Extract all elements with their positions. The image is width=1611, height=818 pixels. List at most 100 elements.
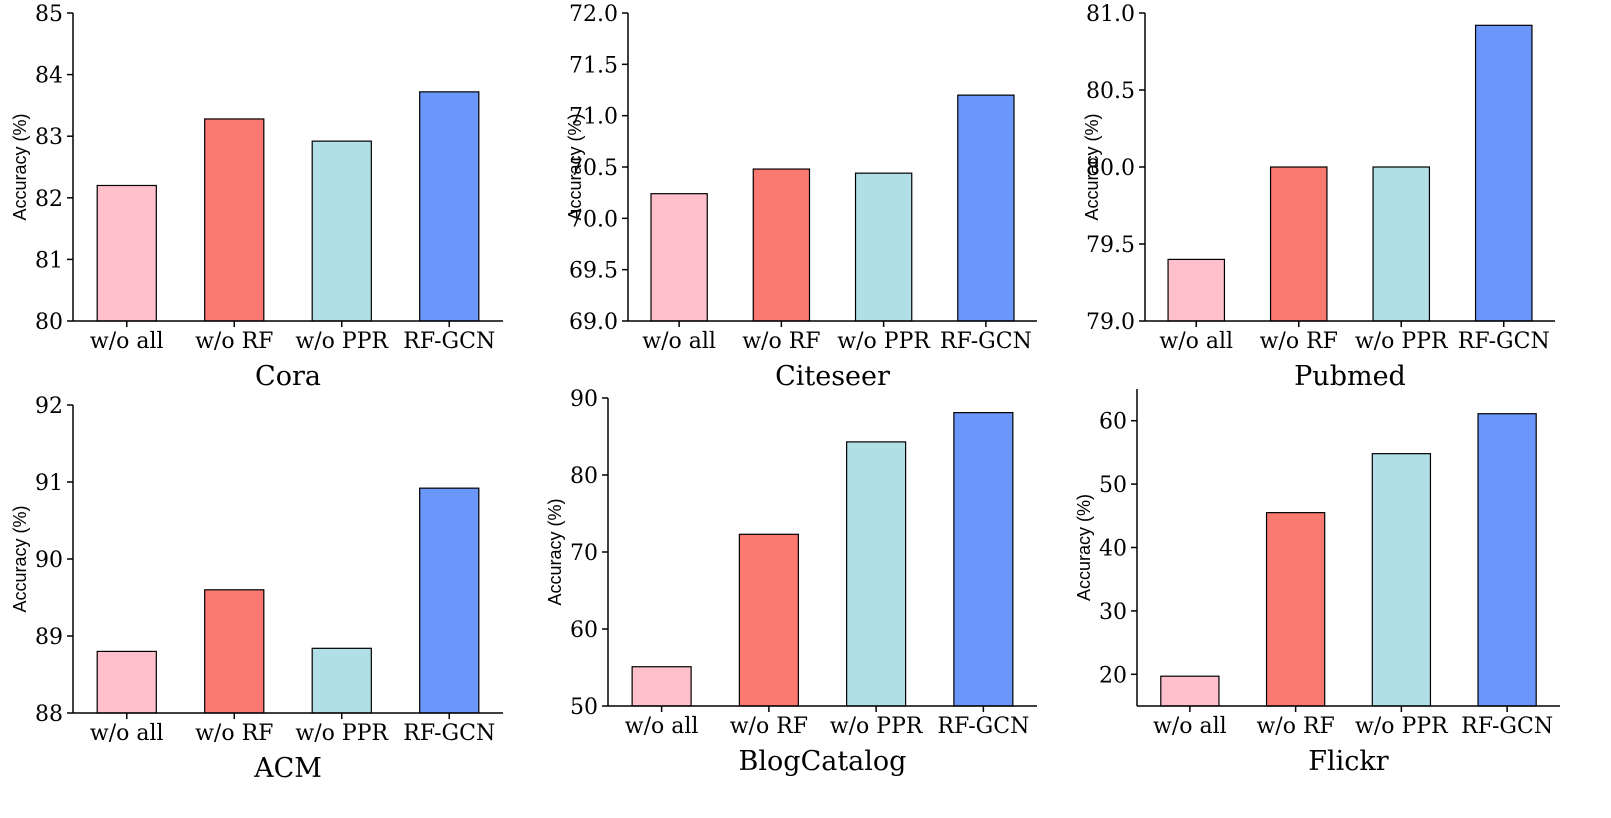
chart-cora: 80 81 82 83 84 85 w/o all w/o RF w/o PPR RF-GCN Ac… (10, 2, 503, 392)
x-tick-label-cora-2: w/o PPR (295, 329, 389, 354)
y-tick-label-flickr-0: 20 (1099, 663, 1127, 688)
chart-blogcatalog: 50 60 70 80 90 w/o all w/o RF w/o PPR RF-GCN Accu… (545, 387, 1037, 777)
x-tick-label-cora-1: w/o RF (195, 329, 273, 354)
y-tick-label-acm-2: 90 (35, 548, 63, 573)
y-tick-label-pubmed-2: 80.0 (1086, 156, 1135, 181)
bar-flickr-0 (1160, 675, 1220, 707)
x-tick-label-acm-0: w/o all (90, 721, 164, 746)
y-tick-label-acm-0: 88 (35, 702, 63, 727)
y-tick-label-citeseer-1: 69.5 (569, 259, 618, 284)
chart-title-acm: ACM (253, 753, 322, 784)
x-tick-label-flickr-0: w/o all (1153, 714, 1227, 739)
bar-cora-3 (419, 91, 480, 322)
y-tick-label-blogcatalog-0: 50 (570, 695, 598, 720)
bar-flickr-2 (1371, 453, 1432, 707)
bar-citeseer-1 (752, 168, 811, 322)
bar-cora-0 (96, 184, 157, 322)
y-axis-label-pubmed: Accuracy (%) (1082, 113, 1102, 220)
y-axis-label-blogcatalog: Accuracy (%) (545, 498, 565, 605)
bar-acm-3 (419, 487, 480, 714)
chart-citeseer: 69.0 69.5 70.0 70.5 71.0 71.5 72.0 w/o all w/o R… (565, 2, 1037, 392)
bar-pubmed-1 (1269, 166, 1328, 322)
bar-blogcatalog-1 (738, 533, 799, 707)
bar-flickr-3 (1477, 413, 1537, 707)
y-tick-label-blogcatalog-1: 60 (570, 618, 598, 643)
x-tick-label-pubmed-1: w/o RF (1260, 329, 1338, 354)
x-tick-label-blogcatalog-1: w/o RF (730, 714, 808, 739)
y-tick-label-cora-0: 80 (35, 310, 63, 335)
chart-title-pubmed: Pubmed (1294, 361, 1406, 392)
y-tick-label-pubmed-0: 79.0 (1086, 310, 1135, 335)
x-tick-label-acm-1: w/o RF (195, 721, 273, 746)
bar-blogcatalog-0 (631, 666, 692, 707)
y-tick-label-blogcatalog-2: 70 (570, 541, 598, 566)
y-tick-label-pubmed-3: 80.5 (1086, 79, 1135, 104)
y-axis-label-cora: Accuracy (%) (10, 113, 30, 220)
bar-cora-1 (204, 118, 265, 322)
chart-flickr: 20 30 40 50 60 w/o all w/o RF w/o PPR RF-GCN Accu… (1074, 389, 1560, 777)
x-tick-label-pubmed-3: RF-GCN (1458, 329, 1550, 354)
y-tick-label-flickr-1: 30 (1099, 600, 1127, 625)
bar-acm-0 (96, 650, 157, 714)
y-tick-label-cora-1: 81 (35, 248, 63, 273)
y-axis-label-flickr: Accuracy (%) (1074, 494, 1094, 601)
y-tick-label-citeseer-5: 71.5 (569, 53, 618, 78)
y-tick-label-acm-4: 92 (35, 394, 63, 419)
y-tick-label-citeseer-4: 71.0 (569, 105, 618, 130)
chart-title-citeseer: Citeseer (775, 361, 890, 392)
chart-title-cora: Cora (255, 361, 321, 392)
y-tick-label-flickr-2: 40 (1099, 537, 1127, 562)
chart-title-blogcatalog: BlogCatalog (739, 746, 907, 777)
chart-title-flickr: Flickr (1308, 746, 1388, 777)
chart-pubmed: 79.0 79.5 80.0 80.5 81.0 w/o all w/o RF w/o PPR… (1082, 2, 1555, 392)
y-tick-label-flickr-4: 60 (1099, 410, 1127, 435)
bar-flickr-1 (1265, 512, 1326, 707)
y-tick-label-citeseer-0: 69.0 (569, 310, 618, 335)
y-tick-label-cora-2: 82 (35, 187, 63, 212)
x-tick-label-citeseer-2: w/o PPR (837, 329, 931, 354)
x-tick-label-citeseer-1: w/o RF (742, 329, 820, 354)
bar-citeseer-2 (854, 172, 913, 322)
x-tick-label-cora-3: RF-GCN (403, 329, 495, 354)
y-tick-label-blogcatalog-4: 90 (570, 387, 598, 412)
bar-cora-2 (311, 140, 372, 322)
bar-blogcatalog-3 (953, 412, 1014, 707)
bar-acm-2 (311, 647, 372, 714)
y-tick-label-citeseer-6: 72.0 (569, 2, 618, 27)
x-tick-label-blogcatalog-3: RF-GCN (937, 714, 1029, 739)
bar-citeseer-0 (650, 193, 708, 322)
x-tick-label-citeseer-0: w/o all (642, 329, 716, 354)
x-tick-label-acm-3: RF-GCN (403, 721, 495, 746)
y-tick-label-pubmed-1: 79.5 (1086, 233, 1135, 258)
x-tick-label-acm-2: w/o PPR (295, 721, 389, 746)
bar-pubmed-2 (1372, 166, 1431, 322)
y-tick-label-acm-1: 89 (35, 625, 63, 650)
y-tick-label-cora-4: 84 (35, 64, 63, 89)
bar-citeseer-3 (957, 94, 1015, 322)
y-tick-label-cora-3: 83 (35, 125, 63, 150)
chart-acm: 88 89 90 91 92 w/o all w/o RF w/o PPR RF-GCN Accu… (10, 394, 503, 784)
y-axis-label-acm: Accuracy (%) (10, 505, 30, 612)
y-tick-label-blogcatalog-3: 80 (570, 464, 598, 489)
x-tick-label-flickr-2: w/o PPR (1355, 714, 1449, 739)
x-tick-label-flickr-3: RF-GCN (1461, 714, 1553, 739)
x-tick-label-citeseer-3: RF-GCN (940, 329, 1032, 354)
bar-pubmed-3 (1474, 24, 1533, 322)
y-tick-label-flickr-3: 50 (1099, 473, 1127, 498)
bar-blogcatalog-2 (846, 441, 907, 707)
y-tick-label-citeseer-2: 70.0 (569, 207, 618, 232)
x-tick-label-flickr-1: w/o RF (1256, 714, 1334, 739)
y-tick-label-acm-3: 91 (35, 471, 63, 496)
y-axis-label-citeseer: Accuracy (%) (565, 113, 585, 220)
y-tick-label-cora-5: 85 (35, 2, 63, 27)
x-tick-label-pubmed-2: w/o PPR (1355, 329, 1449, 354)
x-tick-label-cora-0: w/o all (90, 329, 164, 354)
x-tick-label-pubmed-0: w/o all (1159, 329, 1233, 354)
bar-pubmed-0 (1167, 258, 1226, 322)
y-tick-label-citeseer-3: 70.5 (569, 156, 618, 181)
x-tick-label-blogcatalog-0: w/o all (625, 714, 699, 739)
y-tick-label-pubmed-4: 81.0 (1086, 2, 1135, 27)
bar-acm-1 (204, 589, 265, 714)
x-tick-label-blogcatalog-2: w/o PPR (830, 714, 924, 739)
